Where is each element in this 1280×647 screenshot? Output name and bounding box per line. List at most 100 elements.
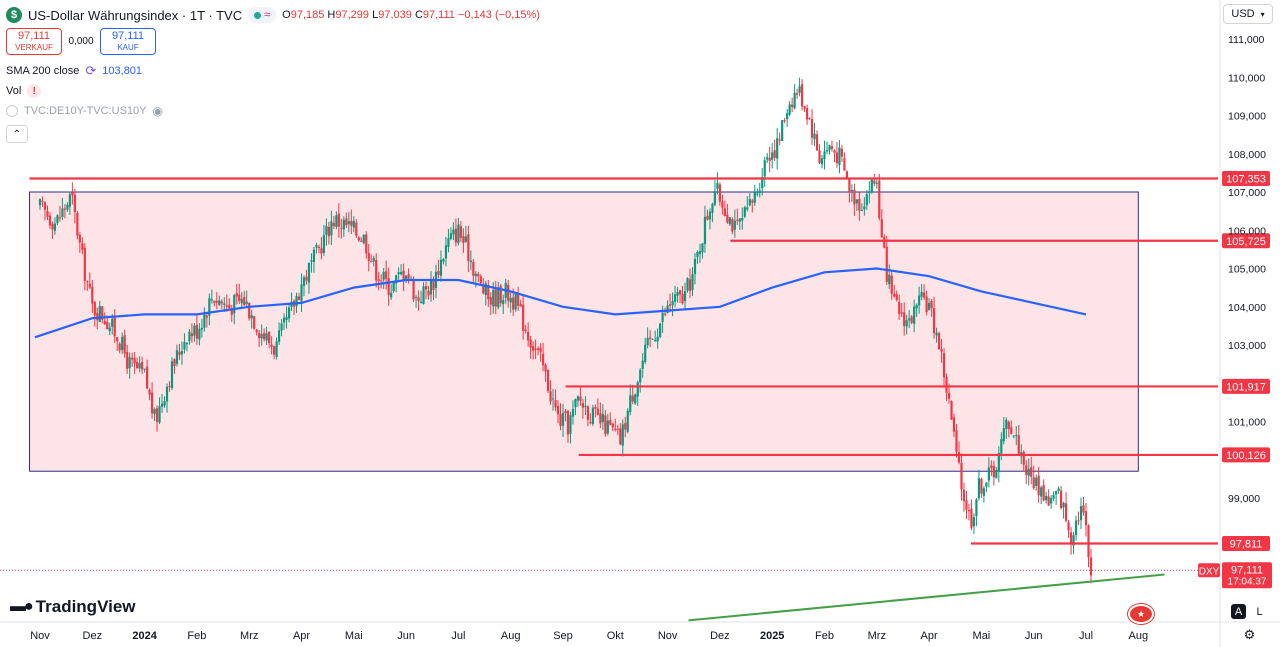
candle — [1027, 458, 1030, 486]
collapse-legend-button[interactable]: ⌃ — [6, 125, 28, 143]
candle — [751, 198, 754, 213]
candle — [170, 357, 174, 391]
symbol-title[interactable]: US-Dollar Währungsindex · 1T · TVC — [28, 7, 243, 23]
refresh-icon[interactable]: ⟳ — [85, 63, 97, 78]
candle — [1077, 511, 1080, 526]
candle — [205, 311, 208, 328]
candle — [439, 250, 443, 282]
candle — [935, 327, 938, 343]
candle — [696, 250, 699, 264]
candle — [972, 513, 976, 535]
market-status-pill[interactable]: ≈ — [248, 7, 277, 23]
candle — [215, 292, 218, 310]
candle — [960, 453, 963, 501]
candle — [920, 283, 923, 301]
candle — [307, 262, 311, 294]
candle — [126, 344, 129, 374]
candle — [312, 246, 316, 273]
indicator-sma[interactable]: SMA 200 close ⟳ 103,801 — [6, 63, 143, 78]
x-tick-label: 2024 — [132, 630, 157, 642]
candle — [713, 180, 717, 207]
candle — [589, 413, 592, 425]
candle — [1045, 491, 1048, 504]
candle — [360, 237, 363, 243]
x-tick-label: Nov — [658, 630, 678, 642]
log-scale-button[interactable]: L — [1256, 605, 1263, 618]
candle — [673, 285, 677, 308]
candle — [449, 227, 453, 241]
candle — [903, 302, 906, 336]
sell-button[interactable]: 97,111 VERKAUF — [6, 28, 62, 55]
candle — [454, 218, 458, 247]
warning-icon[interactable]: ! — [27, 84, 42, 98]
candle — [626, 408, 629, 434]
y-tick-label: 99,000 — [1228, 493, 1260, 505]
candle — [452, 222, 455, 240]
indicator-spread-symbol[interactable]: TVC:DE10Y-TVC:US10Y ◉ — [6, 101, 540, 121]
candle — [586, 405, 590, 427]
candle — [860, 203, 863, 212]
candle — [402, 263, 405, 292]
candle — [419, 291, 423, 304]
candle — [1047, 489, 1050, 506]
candle — [121, 332, 124, 354]
gear-icon[interactable]: ⚙ — [1243, 626, 1256, 642]
candle — [925, 290, 928, 316]
candle — [133, 352, 136, 375]
candle — [614, 418, 617, 432]
candle — [514, 291, 517, 312]
candle — [895, 290, 898, 302]
candle — [781, 119, 784, 142]
candle — [268, 331, 271, 349]
sma-200-line[interactable] — [34, 267, 1087, 339]
eye-off-icon[interactable]: ◉ — [152, 104, 163, 118]
candle — [763, 156, 766, 187]
svg-text:105,725: 105,725 — [1226, 236, 1266, 248]
candle — [250, 309, 253, 329]
candle — [437, 259, 440, 279]
candle — [761, 168, 764, 196]
candle — [175, 344, 179, 367]
candle — [738, 218, 741, 230]
indicator-volume[interactable]: Vol ! — [6, 81, 540, 101]
candle — [422, 282, 425, 305]
candle — [1032, 465, 1035, 490]
candle — [579, 386, 582, 406]
candle — [417, 290, 420, 311]
candle — [624, 416, 627, 438]
candle — [818, 144, 821, 164]
candle — [1064, 492, 1068, 523]
candle — [1007, 420, 1010, 438]
candle — [78, 232, 81, 253]
candle — [753, 184, 756, 206]
x-tick-label: Aug — [1129, 630, 1149, 642]
candle — [61, 197, 64, 221]
currency-button[interactable]: USD ▾ — [1223, 4, 1273, 24]
candle — [855, 199, 858, 212]
candle — [616, 424, 619, 436]
candle — [48, 212, 52, 229]
buy-button[interactable]: 97,111 KAUF — [100, 28, 156, 55]
candle — [955, 424, 958, 458]
candle — [108, 322, 111, 336]
candle — [591, 404, 594, 426]
candle — [477, 271, 480, 282]
change-value: −0,143 (−0,15%) — [457, 9, 540, 21]
x-tick-label: Okt — [607, 630, 624, 642]
candle — [103, 312, 106, 326]
candle — [546, 369, 550, 394]
candle — [337, 203, 340, 238]
candle — [1002, 417, 1005, 445]
candle — [838, 140, 841, 174]
auto-scale-button[interactable]: A — [1231, 604, 1246, 619]
candle — [429, 271, 433, 302]
candle — [88, 272, 91, 289]
candle — [878, 173, 881, 221]
us-flag-event-icon[interactable]: ★ — [1128, 604, 1154, 624]
x-tick-label: Feb — [187, 630, 206, 642]
x-tick-label: Jun — [397, 630, 415, 642]
candle — [427, 285, 430, 300]
trendline[interactable] — [688, 573, 1165, 622]
